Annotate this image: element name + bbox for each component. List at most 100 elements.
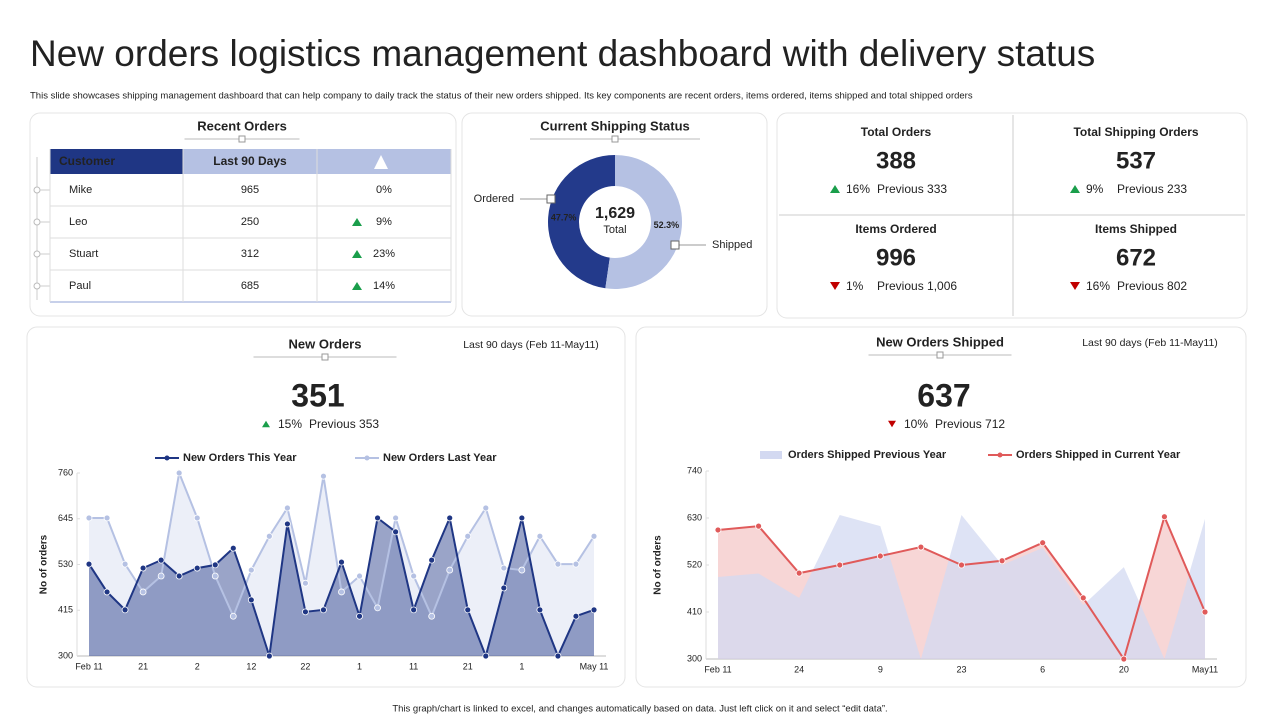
data-point (795, 569, 803, 577)
header-cell (50, 149, 183, 174)
x-tick-label: 22 (300, 661, 310, 671)
data-point (157, 556, 165, 564)
x-tick-label: 2 (195, 661, 200, 671)
x-tick-label: Feb 11 (704, 664, 731, 674)
kpi-previous: Previous 233 (1117, 182, 1187, 196)
data-point (755, 522, 762, 530)
data-point (229, 612, 237, 620)
kpi-previous: Previous 1,006 (877, 279, 957, 293)
data-point (518, 566, 526, 574)
x-tick-label: 24 (794, 664, 804, 674)
data-point (85, 514, 93, 522)
data-point (500, 564, 508, 572)
data-point (428, 612, 436, 620)
legend-label: New Orders This Year (183, 452, 297, 464)
data-point (536, 606, 544, 614)
y-tick-label: 630 (687, 512, 702, 522)
x-tick-label: 21 (138, 661, 148, 671)
legend-label: Orders Shipped in Current Year (1016, 449, 1181, 461)
data-point (247, 566, 255, 574)
data-point (410, 606, 418, 614)
data-point (554, 652, 562, 660)
x-tick-label: May11 (1192, 664, 1218, 674)
data-point (338, 558, 345, 566)
card (26, 326, 626, 688)
x-tick-label: 21 (463, 661, 473, 671)
cell: Stuart (69, 248, 98, 260)
title-marker (936, 351, 944, 359)
kpi-value: 637 (917, 377, 970, 413)
legend-swatch (164, 455, 170, 461)
data-point (1161, 513, 1168, 521)
donut-center: 1,629 (595, 205, 635, 222)
data-point (356, 612, 363, 620)
up-arrow (262, 420, 270, 428)
data-point (283, 520, 291, 528)
y-tick-label: 300 (58, 650, 73, 660)
data-point (1079, 594, 1087, 602)
slice-label: 52.3% (654, 220, 680, 230)
timeline-dot (33, 282, 41, 290)
cell: 9% (376, 216, 392, 228)
data-point (554, 560, 562, 568)
data-point (320, 472, 327, 480)
leader-marker (546, 194, 556, 204)
cell: 965 (241, 184, 259, 196)
cell: 23% (373, 248, 395, 260)
data-point (446, 514, 454, 522)
data-point (283, 504, 291, 512)
legend-swatch (364, 455, 370, 461)
x-tick-label: May 11 (580, 661, 609, 671)
data-point (103, 588, 111, 596)
y-tick-label: 300 (687, 653, 702, 663)
data-point (265, 652, 273, 660)
kpi-label: Items Shipped (1095, 222, 1177, 236)
data-point (446, 566, 454, 574)
slice-label: 47.7% (551, 213, 577, 223)
cell: 14% (373, 280, 395, 292)
y-tick-label: 530 (58, 559, 73, 569)
kpi-label: Total Shipping Orders (1073, 125, 1198, 139)
data-point (374, 604, 381, 612)
data-point (157, 572, 165, 580)
data-point (590, 532, 598, 540)
data-point (482, 504, 490, 512)
leader-marker (670, 240, 680, 250)
data-point (193, 564, 201, 572)
page-subtitle: This slide showcases shipping management… (30, 91, 973, 102)
data-point (1201, 608, 1209, 616)
kpi-label: Items Ordered (855, 222, 936, 236)
data-point (518, 514, 526, 522)
cell: 250 (241, 216, 259, 228)
card (461, 112, 768, 317)
kpi-change: 15% (278, 417, 302, 431)
data-point (714, 526, 722, 534)
donut-slice (547, 155, 615, 289)
card-title: Current Shipping Status (540, 118, 690, 133)
kpi-value: 672 (1116, 244, 1156, 271)
legend-label: Orders Shipped Previous Year (788, 449, 947, 461)
y-tick-label: 520 (687, 559, 702, 569)
card-title: Recent Orders (197, 118, 287, 133)
up-arrow (352, 218, 362, 226)
data-point (211, 572, 219, 580)
title-marker (321, 353, 329, 361)
up-arrow (830, 185, 840, 193)
data-point (392, 528, 400, 536)
data-point (265, 532, 273, 540)
data-point (410, 572, 418, 580)
up-arrow (352, 282, 362, 290)
data-point (998, 557, 1006, 565)
data-point (85, 560, 93, 568)
chart-subtitle: Last 90 days (Feb 11-May11) (1082, 337, 1218, 349)
kpi-change: 1% (846, 279, 864, 293)
data-point (1120, 655, 1128, 663)
down-arrow (888, 420, 896, 428)
data-point (1039, 539, 1047, 547)
y-tick-label: 740 (687, 465, 702, 475)
kpi-value: 996 (876, 244, 916, 271)
column-header: Last 90 Days (213, 154, 287, 168)
header-icon (374, 155, 388, 169)
data-point (428, 556, 436, 564)
